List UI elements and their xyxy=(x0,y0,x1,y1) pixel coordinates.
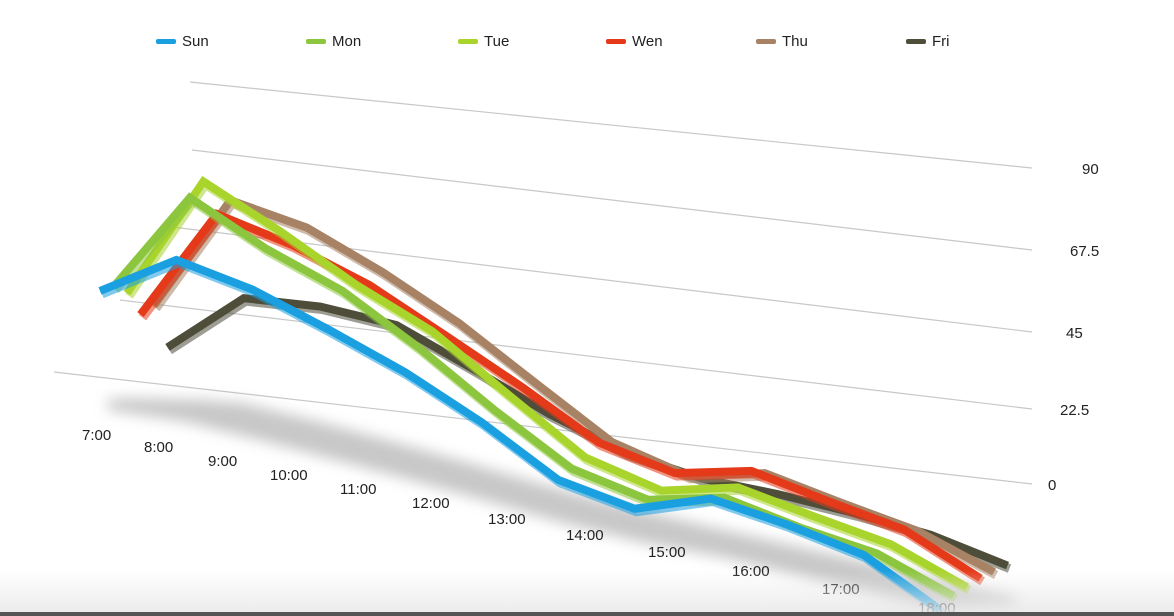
x-tick-label: 16:00 xyxy=(732,563,770,580)
legend-swatch xyxy=(458,39,478,44)
series-sun xyxy=(98,255,945,616)
legend-item-fri[interactable]: Fri xyxy=(906,33,950,50)
legend-label: Thu xyxy=(782,33,808,50)
x-tick-label: 13:00 xyxy=(488,511,526,528)
legend-swatch xyxy=(756,39,776,44)
legend-label: Sun xyxy=(182,33,209,50)
legend-label: Mon xyxy=(332,33,362,50)
gridline-90 xyxy=(189,81,1033,169)
y-tick-label: 0 xyxy=(1048,477,1056,494)
y-tick-label: 45 xyxy=(1066,325,1083,342)
legend-label: Tue xyxy=(484,33,510,50)
gridline-22.5 xyxy=(119,299,1033,410)
legend-swatch xyxy=(156,39,176,44)
x-tick-label: 9:00 xyxy=(208,453,237,470)
x-tick-label: 15:00 xyxy=(648,544,686,561)
legend-item-tue[interactable]: Tue xyxy=(458,33,509,50)
gridline-67.5 xyxy=(191,149,1033,251)
bottom-edge-bar xyxy=(0,612,1174,616)
y-tick-label: 67.5 xyxy=(1070,243,1099,260)
series-line-tue xyxy=(123,176,969,591)
series-lines xyxy=(98,176,1012,616)
legend-swatch xyxy=(306,39,326,44)
x-tick-label: 8:00 xyxy=(144,439,173,456)
x-tick-label: 14:00 xyxy=(566,527,604,544)
legend: Sun Mon Tue Wen Thu Fri xyxy=(0,33,1174,53)
y-tick-label: 22.5 xyxy=(1060,402,1089,419)
x-tick-label: 12:00 xyxy=(412,495,450,512)
legend-swatch xyxy=(606,39,626,44)
series-wen xyxy=(137,209,985,586)
legend-item-thu[interactable]: Thu xyxy=(756,33,808,50)
series-shadows xyxy=(107,397,1017,616)
legend-item-sun[interactable]: Sun xyxy=(156,33,209,50)
legend-label: Wen xyxy=(632,33,663,50)
y-tick-label: 90 xyxy=(1082,161,1099,178)
series-line-wen xyxy=(137,209,983,582)
legend-item-mon[interactable]: Mon xyxy=(306,33,361,50)
legend-swatch xyxy=(906,39,926,44)
series-tue xyxy=(123,176,972,595)
x-tick-label: 10:00 xyxy=(270,467,308,484)
legend-item-wen[interactable]: Wen xyxy=(606,33,663,50)
x-tick-label: 11:00 xyxy=(340,481,376,498)
series-line-sun xyxy=(98,255,943,613)
y-axis-tick-labels: 0 22.5 45 67.5 90 xyxy=(1048,161,1099,494)
legend-label: Fri xyxy=(932,33,950,50)
gridline-45 xyxy=(163,225,1033,333)
x-tick-label: 17:00 xyxy=(822,581,860,598)
x-tick-label: 7:00 xyxy=(82,427,111,444)
